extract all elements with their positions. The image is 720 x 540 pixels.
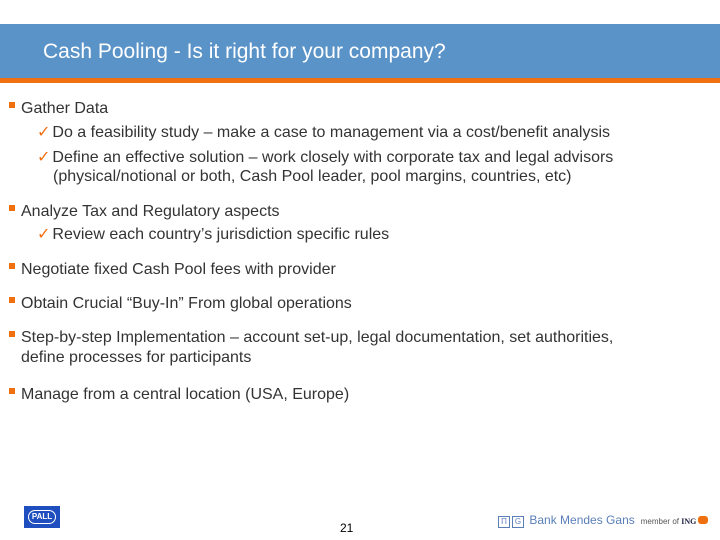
slide-title: Cash Pooling - Is it right for your comp… [43,40,446,63]
sub-bullet: ✓ Define an effective solution – work clo… [37,148,613,167]
bullet-icon [9,102,15,108]
bullet-icon [9,205,15,211]
bullet-manage: Manage from a central location (USA, Eur… [21,386,350,403]
page-number: 21 [340,521,354,535]
bullet-icon [9,388,15,394]
bullet-obtain-buy-in: Obtain Crucial “Buy-In” From global oper… [21,295,352,312]
pall-logo-text: PALL [28,510,56,524]
ing-lion-icon [698,516,709,524]
sub-bullet: ✓ Do a feasibility study – make a case to… [37,123,610,142]
check-icon: ✓ [37,124,51,141]
member-of: member of [640,517,679,526]
check-icon: ✓ [37,149,51,166]
bmg-mark-icon: П [498,516,510,528]
accent-rule [0,78,720,83]
bullet-gather-data: Gather Data [21,100,109,117]
sub-bullet-text: Define an effective solution – work clos… [52,149,614,166]
sub-bullet-continuation: (physical/notional or both, Cash Pool le… [53,168,572,185]
ing-label: member of ING [640,516,709,526]
title-bar [0,24,720,78]
sub-bullet-text: Do a feasibility study – make a case to … [52,124,611,141]
bank-name: Bank Mendes Gans [529,513,635,527]
bullet-icon [9,331,15,337]
bullet-icon [9,263,15,269]
sub-bullet: ✓ Review each country’s jurisdiction spec… [37,225,389,244]
sub-bullet-text: Review each country’s jurisdiction speci… [52,226,390,243]
pall-logo: PALL [24,506,60,528]
bmg-mark-icon: G [512,516,524,528]
ing-name: ING [681,517,697,526]
check-icon: ✓ [37,226,51,243]
bullet-analyze-tax: Analyze Tax and Regulatory aspects [21,203,280,220]
bullet-implementation: Step-by-step Implementation – account se… [21,329,614,346]
bullet-icon [9,297,15,303]
bullet-implementation-continuation: define processes for participants [21,349,252,366]
bullet-negotiate: Negotiate fixed Cash Pool fees with prov… [21,261,336,278]
